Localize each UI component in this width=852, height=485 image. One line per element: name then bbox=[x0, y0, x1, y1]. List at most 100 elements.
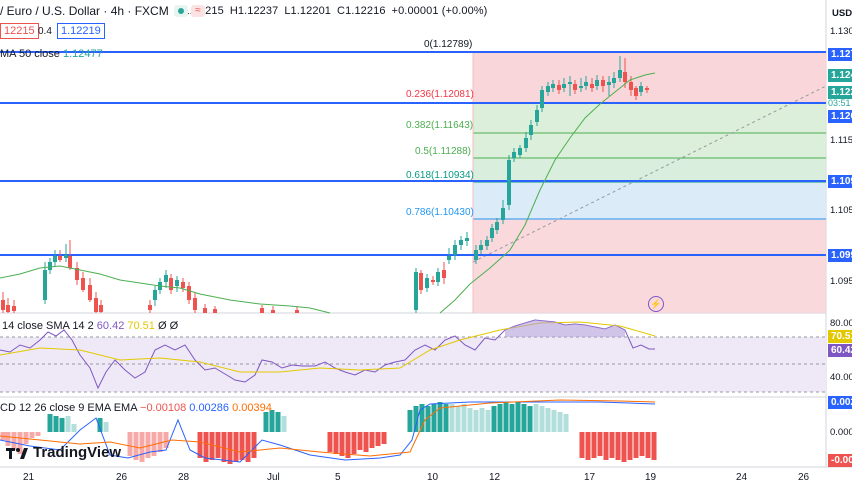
fib-label-0382: 0.382(1.11643) bbox=[406, 120, 474, 131]
candle-body bbox=[551, 84, 555, 88]
candle-body bbox=[474, 250, 478, 260]
candle-body bbox=[595, 80, 599, 86]
macd-histogram-bar bbox=[227, 432, 233, 464]
macd-histogram-bar bbox=[197, 432, 203, 458]
macd-histogram-bar bbox=[127, 432, 133, 456]
macd-histogram-bar bbox=[381, 432, 387, 444]
candle-body bbox=[645, 88, 649, 90]
candle-body bbox=[53, 256, 57, 262]
rsi-legend[interactable]: 14 close SMA 14 2 60.42 70.51 Ø Ø bbox=[2, 320, 178, 332]
ohlc-low: L1.12201 bbox=[284, 5, 332, 17]
macd-histogram-bar bbox=[221, 432, 227, 462]
ma-legend-label: MA 50 close bbox=[0, 48, 60, 60]
sell-price-box[interactable]: 12215 bbox=[0, 23, 39, 39]
candle-body bbox=[6, 305, 10, 312]
macd-axis-label: 0.002 bbox=[828, 396, 852, 409]
candle-body bbox=[169, 278, 173, 290]
candle-body bbox=[148, 305, 152, 310]
macd-histogram-bar bbox=[473, 410, 479, 432]
macd-histogram-bar bbox=[461, 404, 467, 432]
macd-histogram-bar bbox=[29, 432, 35, 438]
ohlc-high: H1.12237 bbox=[229, 5, 279, 17]
macd-histogram-bar bbox=[407, 410, 413, 432]
candle-body bbox=[590, 84, 594, 88]
macd-histogram-bar bbox=[579, 432, 585, 458]
time-axis-label: 10 bbox=[427, 472, 439, 483]
macd-histogram-bar bbox=[97, 418, 103, 432]
macd-histogram-bar bbox=[467, 408, 473, 432]
fib-zone-0236-0382 bbox=[473, 103, 826, 133]
candle-body bbox=[453, 245, 457, 255]
symbol-title[interactable]: / Euro / U.S. Dollar · 4h · FXCM bbox=[0, 4, 169, 18]
price-axis-label: 1.120 bbox=[828, 110, 852, 123]
candle-body bbox=[447, 256, 451, 260]
macd-histogram-bar bbox=[157, 432, 163, 452]
macd-histogram-bar bbox=[357, 432, 363, 450]
tradingview-logo[interactable]: TradingView bbox=[6, 444, 121, 461]
candle-body bbox=[507, 160, 511, 205]
buy-price-box[interactable]: 1.12219 bbox=[57, 23, 105, 39]
candle-body bbox=[465, 238, 469, 241]
macd-histogram-bar bbox=[281, 416, 287, 432]
candle-body bbox=[442, 270, 446, 278]
time-axis-label: Jul bbox=[267, 472, 280, 483]
fib-label-0: 0(1.12789) bbox=[424, 39, 473, 50]
macd-legend[interactable]: CD 12 26 close 9 EMA EMA −0.00108 0.0028… bbox=[0, 402, 272, 414]
tradingview-logo-text: TradingView bbox=[33, 444, 122, 461]
macd-histogram-bar bbox=[621, 432, 627, 462]
macd-histogram-bar bbox=[527, 406, 533, 432]
time-axis-label: 26 bbox=[116, 472, 128, 483]
candle-body bbox=[68, 256, 72, 268]
price-axis-label: 1.127 bbox=[828, 48, 852, 61]
candle-body bbox=[618, 70, 622, 78]
macd-histogram-bar bbox=[163, 432, 169, 448]
macd-histogram-bar bbox=[375, 432, 381, 446]
currency-label[interactable]: USD bbox=[832, 8, 852, 19]
fib-label-05: 0.5(1.11288) bbox=[415, 146, 471, 157]
macd-axis-label: -0.00 bbox=[828, 454, 852, 467]
rsi-axis-label: 60.42 bbox=[828, 344, 852, 357]
macd-histogram-bar bbox=[515, 402, 521, 432]
candle-body bbox=[64, 255, 68, 258]
macd-axis-tick: 0.000 bbox=[830, 427, 852, 438]
macd-histogram-bar bbox=[455, 406, 461, 432]
macd-histogram-bar bbox=[339, 432, 345, 456]
candle-body bbox=[88, 285, 92, 300]
rsi-line bbox=[0, 319, 655, 390]
candle-body bbox=[607, 82, 611, 85]
price-axis-label: 1.109 bbox=[828, 175, 852, 188]
candle-body bbox=[579, 86, 583, 88]
wave-icon[interactable]: ≈ bbox=[191, 5, 205, 17]
macd-histogram-bar bbox=[485, 410, 491, 432]
rsi-ma-value: 70.51 bbox=[127, 320, 155, 332]
macd-histogram-bar bbox=[609, 432, 615, 458]
ohlc-close: C1.12216 bbox=[337, 5, 386, 17]
macd-histogram-bar bbox=[333, 432, 339, 454]
price-axis-tick: 1.115 bbox=[830, 135, 852, 146]
macd-histogram-bar bbox=[639, 432, 645, 456]
macd-histogram-bar bbox=[269, 410, 275, 432]
macd-histogram-bar bbox=[203, 432, 209, 462]
price-axis-tick: 1.095 bbox=[830, 276, 852, 287]
price-axis-tick: 1.105 bbox=[830, 205, 852, 216]
chart-header: / Euro / U.S. Dollar · 4h · FXCM O1.1221… bbox=[0, 4, 487, 18]
candle-body bbox=[540, 90, 544, 108]
fib-label-0618: 0.618(1.10934) bbox=[406, 170, 474, 181]
macd-histogram-bar bbox=[145, 432, 151, 458]
macd-histogram-bar bbox=[557, 412, 563, 432]
macd-histogram-bar bbox=[263, 412, 269, 432]
candle-body bbox=[495, 222, 499, 230]
time-axis-label: 17 bbox=[584, 472, 596, 483]
candle-body bbox=[485, 240, 489, 246]
candle-body bbox=[414, 272, 418, 310]
time-axis-label: 28 bbox=[178, 472, 190, 483]
macd-histogram-bar bbox=[17, 432, 23, 454]
ma-legend-value: 1.12477 bbox=[62, 48, 103, 60]
market-open-icon[interactable] bbox=[174, 5, 188, 17]
ma-50-line bbox=[439, 72, 656, 314]
time-axis-label: 24 bbox=[736, 472, 748, 483]
ma-legend[interactable]: MA 50 close 1.12477 bbox=[0, 48, 103, 60]
lightning-icon[interactable]: ⚡ bbox=[648, 296, 664, 312]
price-axis-label: 1.124 bbox=[828, 69, 852, 82]
